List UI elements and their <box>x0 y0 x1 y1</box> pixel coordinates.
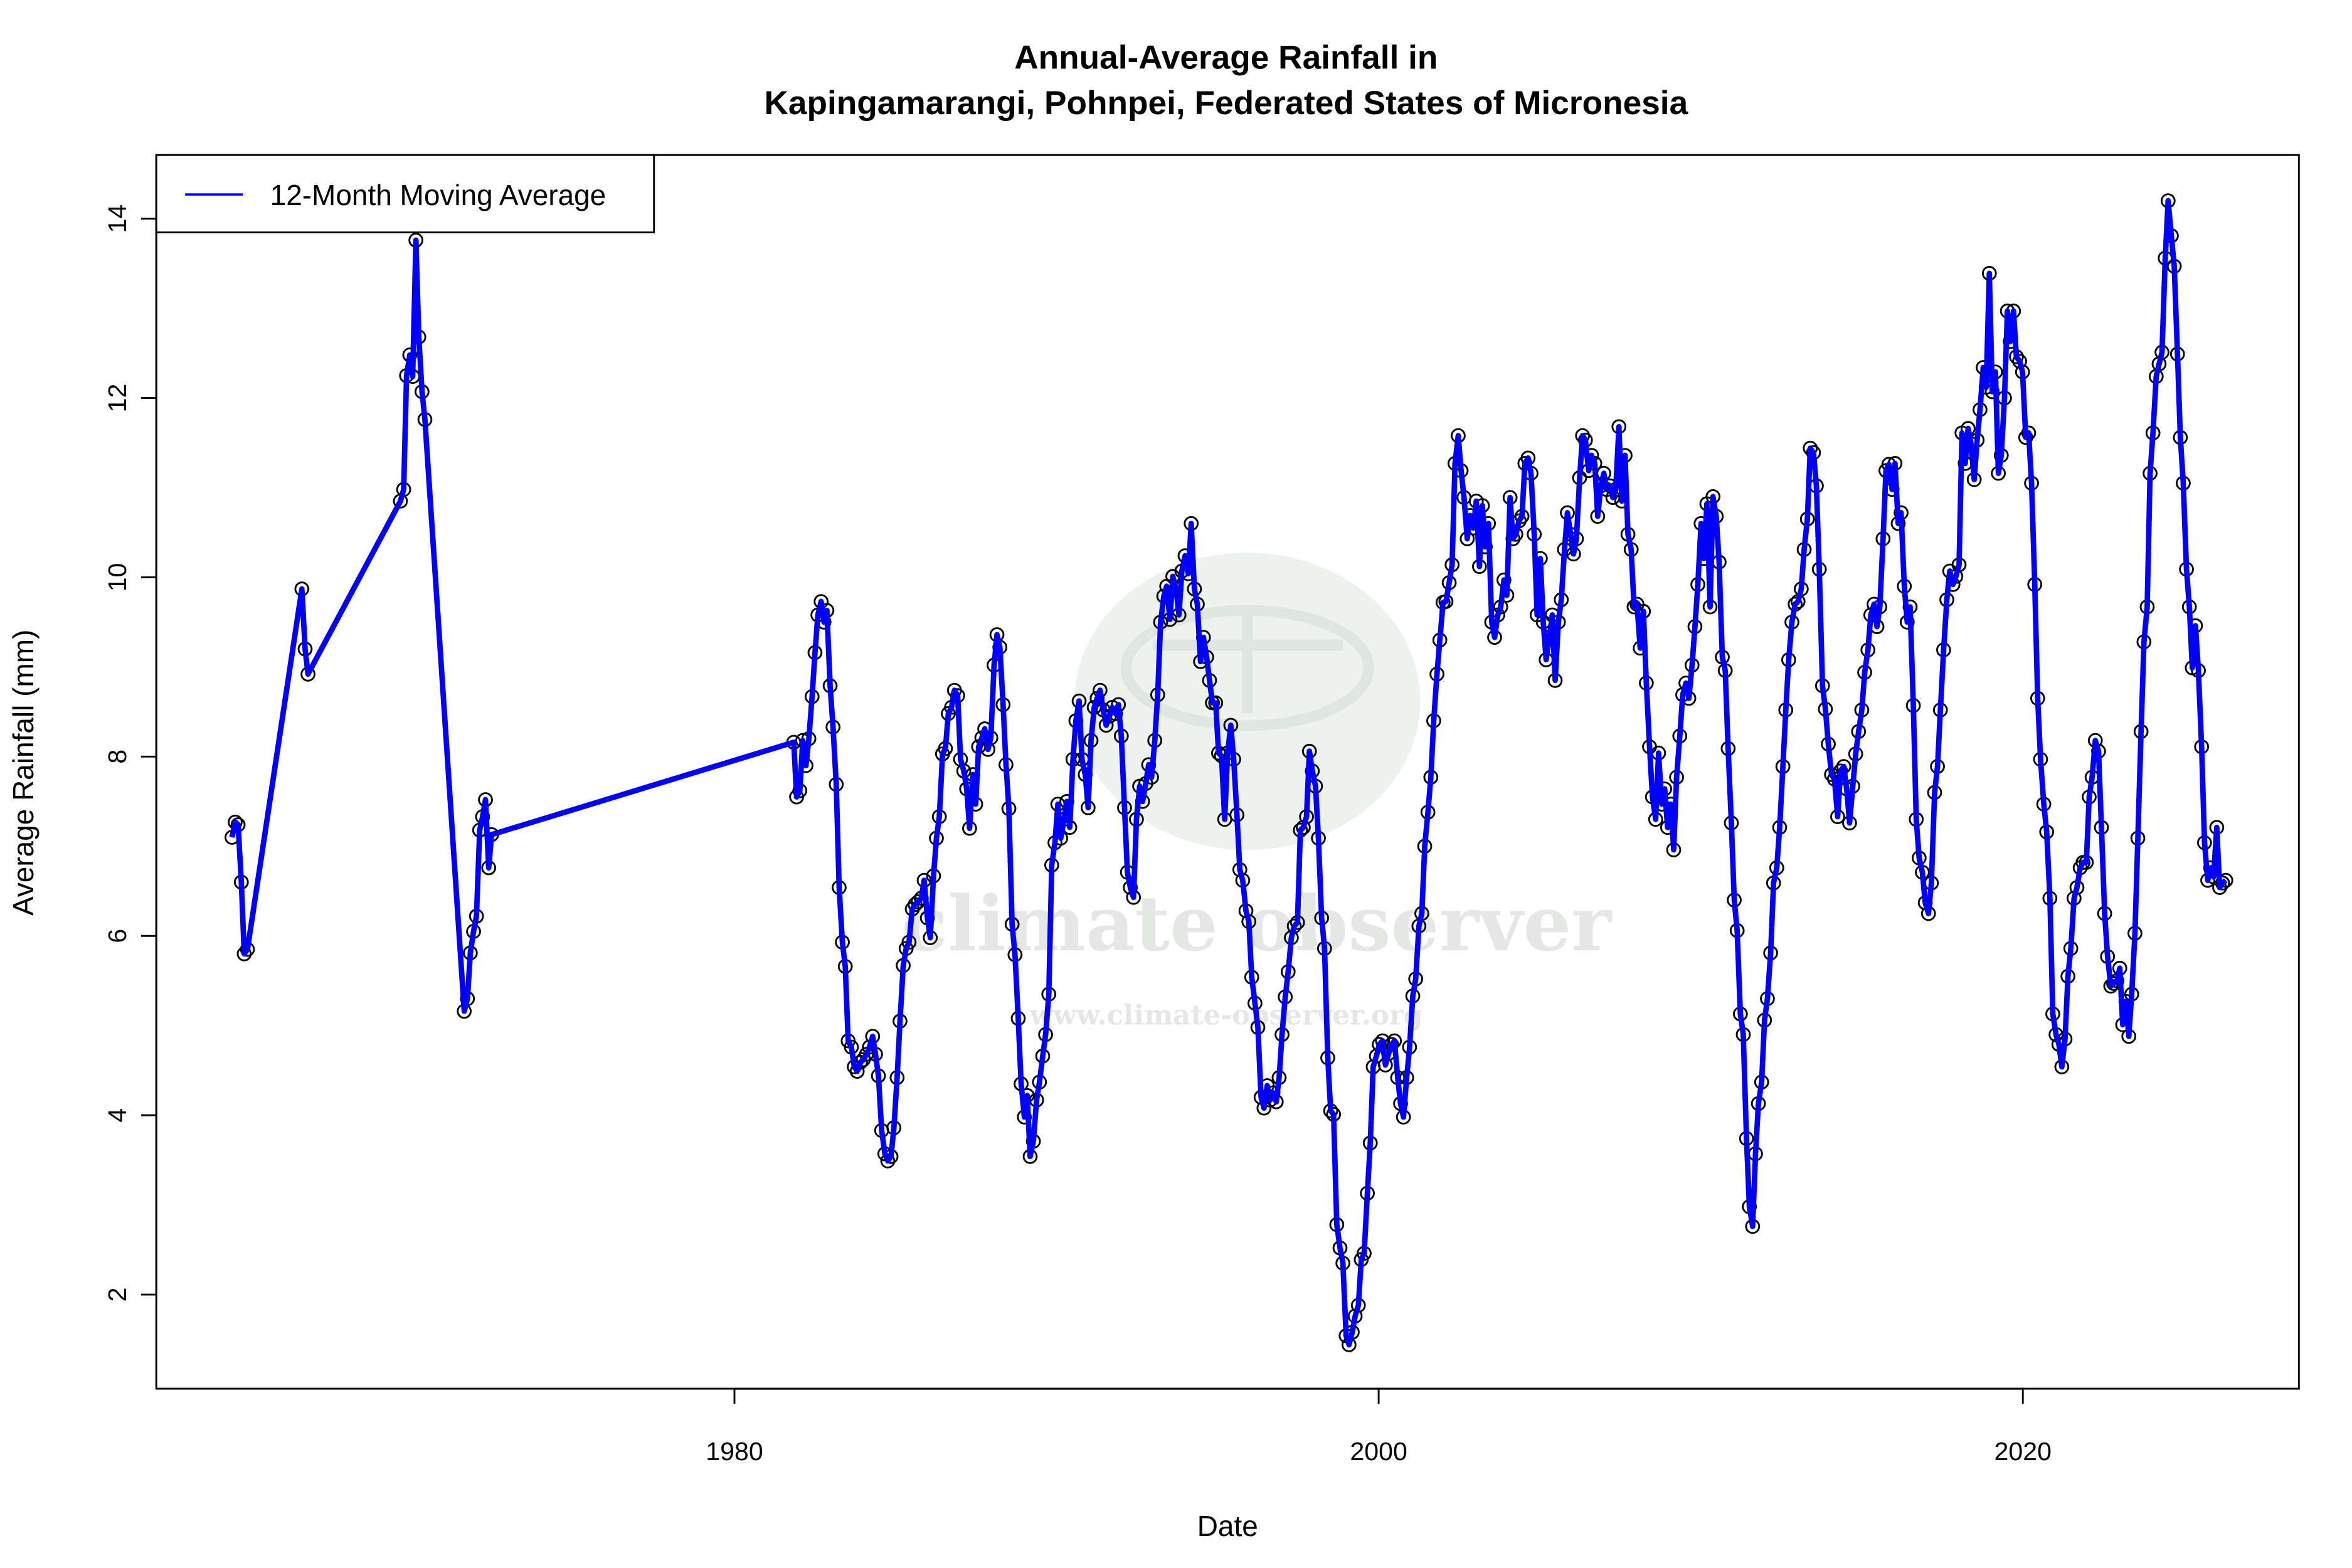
x-axis-label: Date <box>1197 1510 1258 1542</box>
y-tick-label: 12 <box>103 384 132 413</box>
plot-marks <box>225 193 2233 1352</box>
watermark-globe-lines <box>1120 605 1374 731</box>
watermark-text: climate observer <box>901 879 1612 968</box>
chart-title: Annual-Average Rainfall in <box>1014 39 1438 76</box>
legend-entry: 12-Month Moving Average <box>270 179 607 211</box>
y-tick-label: 14 <box>103 204 132 233</box>
chart-subtitle: Kapingamarangi, Pohnpei, Federated State… <box>764 85 1688 122</box>
y-axis: 2 4 6 8 10 12 14 <box>103 204 157 1302</box>
series-line <box>229 198 2228 1348</box>
x-axis: 1980 2000 2020 <box>706 1387 2052 1466</box>
x-tick-label: 1980 <box>706 1437 763 1466</box>
x-tick-label: 2000 <box>1350 1437 1407 1466</box>
legend: 12-Month Moving Average <box>155 154 655 234</box>
x-tick-label: 2020 <box>1994 1437 2051 1466</box>
watermark-url: www.climate-observer.org <box>1029 999 1422 1031</box>
y-tick-label: 8 <box>103 750 132 764</box>
y-tick-label: 6 <box>103 929 132 943</box>
data-point <box>2215 876 2230 891</box>
y-tick-label: 4 <box>103 1108 132 1123</box>
y-axis-label: Average Rainfall (mm) <box>7 630 40 916</box>
y-tick-label: 10 <box>103 563 132 592</box>
y-tick-label: 2 <box>103 1288 132 1302</box>
watermark: climate observer www.climate-observer.or… <box>901 553 1612 1031</box>
